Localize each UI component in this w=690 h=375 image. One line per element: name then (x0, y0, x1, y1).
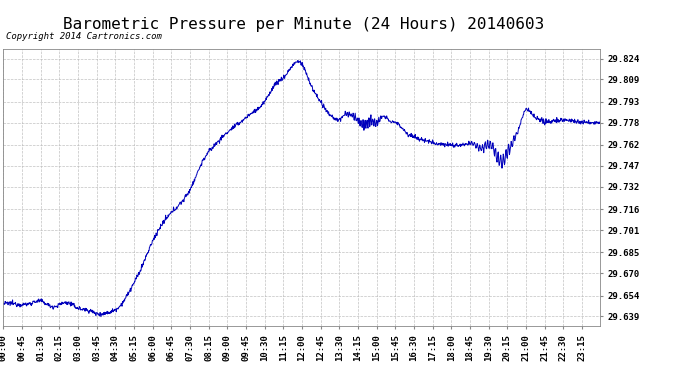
Text: Pressure  (Inches/Hg): Pressure (Inches/Hg) (526, 26, 658, 36)
Text: Copyright 2014 Cartronics.com: Copyright 2014 Cartronics.com (6, 32, 161, 41)
Text: Barometric Pressure per Minute (24 Hours) 20140603: Barometric Pressure per Minute (24 Hours… (63, 17, 544, 32)
